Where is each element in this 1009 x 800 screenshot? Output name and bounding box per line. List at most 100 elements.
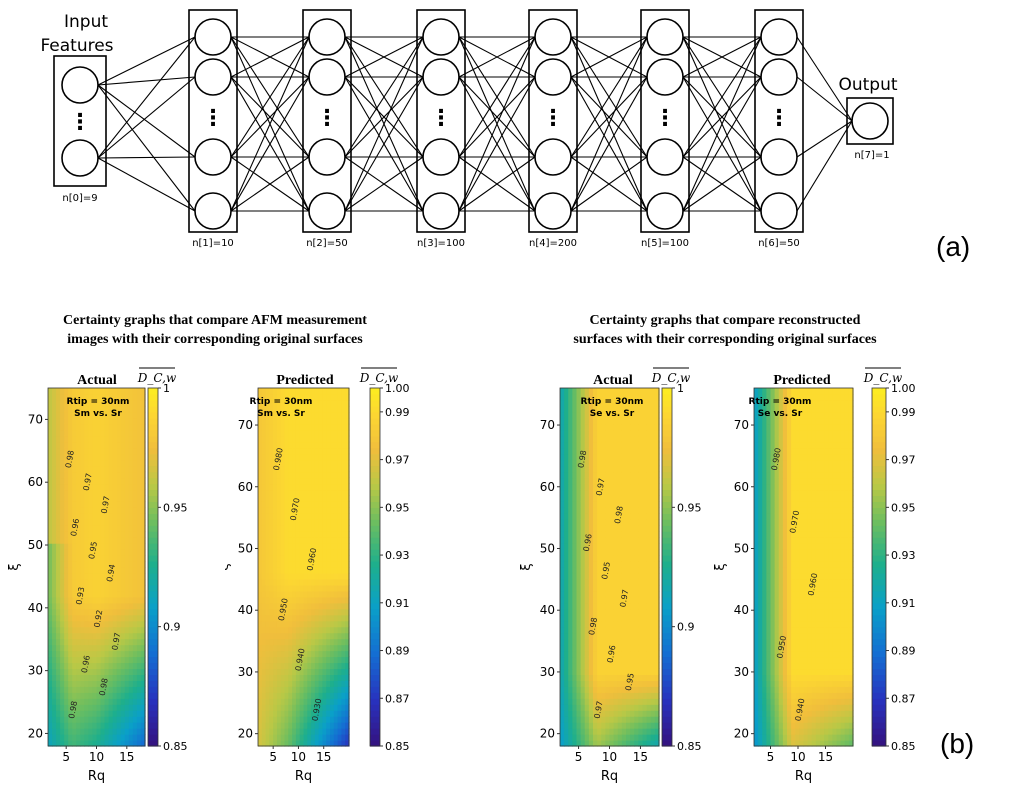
heatmap-cell (295, 650, 301, 658)
heatmap-cell (52, 417, 57, 425)
heatmap-cell (92, 680, 98, 687)
heatmap-cell (605, 692, 611, 699)
heatmap-cell (76, 638, 81, 646)
heatmap-cell (568, 393, 573, 401)
heatmap-cell (140, 734, 146, 741)
heatmap-cell (288, 411, 293, 419)
heatmap-cell (273, 728, 278, 735)
colorbar-segment (148, 471, 158, 479)
heatmap-cell (322, 388, 327, 395)
heatmap-cell (303, 465, 308, 473)
heatmap-cell (758, 674, 763, 681)
heatmap-cell (292, 602, 297, 610)
heatmap-cell (80, 435, 85, 443)
heatmap-cell (64, 668, 69, 675)
heatmap-cell (280, 537, 286, 544)
heatmap-cell (345, 686, 350, 693)
heatmap-cell (322, 567, 327, 574)
x-tick-label: 10 (291, 750, 306, 764)
heatmap-cell (621, 501, 627, 508)
heatmap-cell (292, 537, 297, 544)
heatmap-cell (303, 602, 308, 610)
colorbar-segment (370, 626, 380, 634)
heatmap-cell (597, 411, 602, 419)
colorbar-segment (148, 501, 158, 508)
colorbar-segment (662, 453, 672, 461)
heatmap-cell (568, 411, 573, 419)
heatmap-cell (609, 495, 615, 502)
heatmap-cell (292, 680, 297, 687)
heatmap-cell (322, 620, 327, 628)
heatmap-cell (132, 596, 138, 604)
heatmap-cell (307, 626, 312, 634)
heatmap-cell (288, 513, 293, 520)
heatmap-cell (314, 483, 320, 491)
heatmap-cell (84, 686, 90, 693)
heatmap-cell (120, 525, 126, 532)
heatmap-cell (754, 572, 759, 580)
heatmap-cell (273, 447, 278, 455)
heatmap-cell (568, 453, 573, 461)
heatmap-cell (100, 471, 106, 479)
heatmap-cell (52, 388, 57, 395)
heatmap-cell (60, 393, 65, 401)
connection-line (344, 36, 424, 212)
heatmap-cell (64, 417, 69, 425)
heatmap-cell (64, 495, 69, 502)
colorbar-tick-label: 0.85 (677, 740, 702, 753)
heatmap-cell (634, 483, 639, 491)
colorbar-segment (148, 489, 158, 496)
heatmap-cell (52, 477, 57, 485)
heatmap-cell (333, 704, 339, 711)
heatmap-cell (617, 674, 623, 681)
heatmap-cell (56, 405, 61, 413)
y-axis-label: ξ (225, 563, 232, 570)
heatmap-cell (292, 447, 297, 455)
heatmap-cell (116, 686, 122, 693)
heatmap-cell (292, 710, 297, 717)
heatmap-cell (638, 513, 644, 520)
heatmap-cell (642, 435, 648, 443)
heatmap-cell (630, 555, 635, 562)
heatmap-cell (288, 525, 293, 532)
heatmap-cell (48, 662, 53, 670)
heatmap-cell (311, 614, 316, 622)
heatmap-cell (116, 620, 122, 628)
heatmap-cell (580, 525, 586, 532)
heatmap-cell (128, 465, 134, 473)
heatmap-cell (326, 459, 331, 467)
heatmap-cell (120, 716, 126, 723)
heatmap-cell (322, 543, 327, 550)
heatmap-cell (288, 632, 293, 640)
connection-line (458, 36, 536, 78)
heatmap-cell (132, 519, 138, 526)
heatmap-cell (136, 734, 142, 741)
heatmap-cell (60, 614, 65, 622)
heatmap-cell (88, 489, 94, 496)
heatmap-cell (322, 596, 327, 604)
heatmap-cell (108, 626, 114, 634)
heatmap-cell (322, 507, 327, 514)
heatmap-cell (593, 388, 598, 395)
heatmap-cell (576, 405, 582, 413)
heatmap-cell (140, 596, 146, 604)
heatmap-cell (92, 728, 98, 735)
heatmap-cell (136, 602, 142, 610)
heatmap-cell (754, 393, 759, 401)
heatmap-cell (299, 561, 305, 568)
heatmap-cell (626, 537, 631, 544)
heatmap-cell (322, 555, 327, 562)
heatmap-cell (630, 417, 635, 425)
heatmap-cell (630, 692, 635, 699)
heatmap-cell (140, 507, 146, 514)
heatmap-cell (76, 393, 81, 401)
heatmap-cell (52, 405, 57, 413)
heatmap-cell (588, 399, 594, 407)
heatmap-cell (52, 483, 57, 491)
heatmap-cell (48, 674, 53, 681)
heatmap-cell (621, 632, 627, 640)
colorbar-segment (662, 549, 672, 556)
heatmap-cell (284, 578, 289, 586)
heatmap-field (560, 388, 660, 747)
heatmap-cell (48, 692, 53, 699)
